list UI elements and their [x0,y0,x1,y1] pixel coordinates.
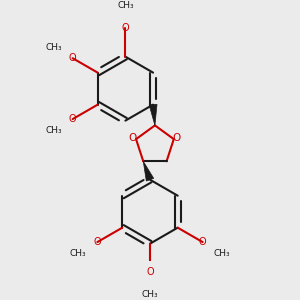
Text: CH₃: CH₃ [45,126,62,135]
Text: CH₃: CH₃ [142,290,158,299]
Text: CH₃: CH₃ [45,43,62,52]
Text: O: O [69,53,76,63]
Text: O: O [199,237,206,247]
Text: O: O [94,237,101,247]
Text: O: O [122,23,129,33]
Text: O: O [146,268,154,278]
Text: O: O [129,133,137,143]
Polygon shape [149,104,157,125]
Text: O: O [69,114,76,124]
Text: CH₃: CH₃ [214,249,230,258]
Text: O: O [173,133,181,143]
Polygon shape [143,161,154,181]
Text: CH₃: CH₃ [117,1,134,10]
Text: CH₃: CH₃ [70,249,86,258]
